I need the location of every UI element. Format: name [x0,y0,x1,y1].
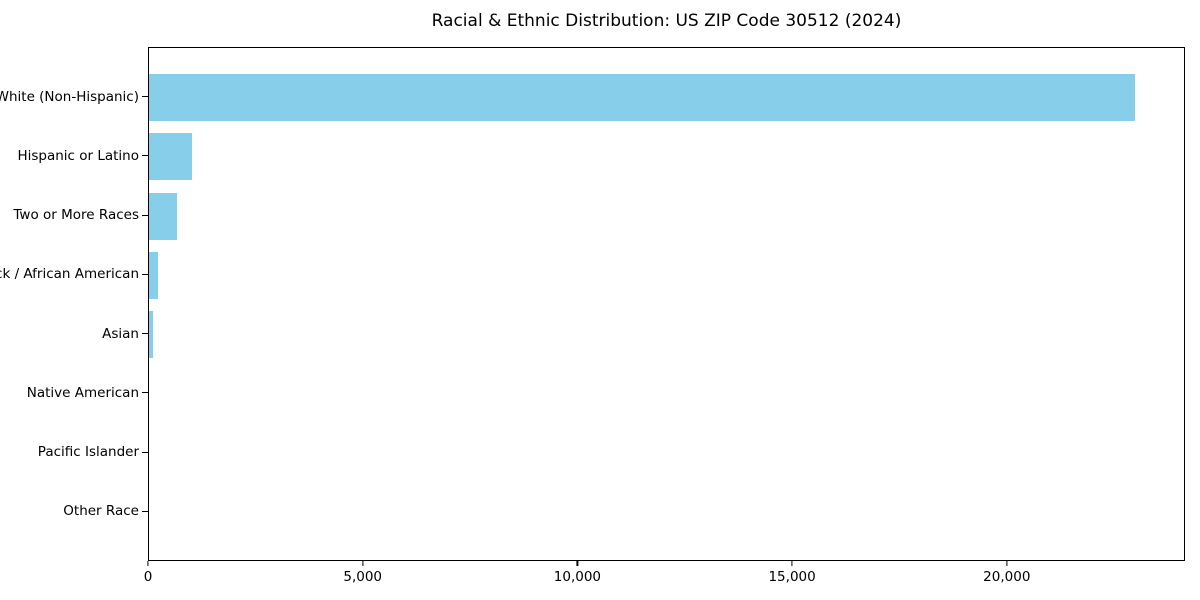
y-axis-label: Black / African American [0,266,139,283]
y-axis-label: Other Race [63,503,139,520]
x-tick-mark [576,561,578,566]
y-tick-mark [142,451,148,453]
y-axis-label: Asian [102,325,139,342]
bar-row-native-american [149,364,1184,423]
y-label-row-native-american: Native American [0,363,148,422]
y-label-row-black-african-american: Black / African American [0,245,148,304]
y-label-row-hispanic-or-latino: Hispanic or Latino [0,126,148,185]
x-tick-label: 0 [143,569,153,585]
bar-row-other-race [149,483,1184,542]
y-axis-label: Pacific Islander [37,444,139,461]
y-axis-label: Native American [26,384,139,401]
bar-row-black-african-american [149,246,1184,305]
plot-area [148,47,1185,561]
x-tick-label: 15,000 [768,569,816,585]
y-label-row-two-or-more-races: Two or More Races [0,186,148,245]
bar-black-african-american [149,251,158,299]
x-tick-mark [1006,561,1008,566]
x-tick-label: 20,000 [983,569,1031,585]
y-axis-label: White (Non-Hispanic) [0,88,139,105]
x-axis: 0 5,000 10,000 15,000 20,000 [144,561,1185,597]
y-label-row-asian: Asian [0,304,148,363]
bar-row-hispanic-or-latino [149,127,1184,186]
y-label-row-pacific-islander: Pacific Islander [0,423,148,482]
y-axis-label: Hispanic or Latino [17,147,139,164]
bar-row-two-or-more-races [149,187,1184,246]
y-tick-mark [142,333,148,335]
y-label-row-other-race: Other Race [0,482,148,541]
bar-series [149,48,1184,560]
bar-row-white-non-hispanic [149,68,1184,127]
y-tick-mark [142,96,148,98]
y-tick-mark [142,392,148,394]
y-label-row-white-non-hispanic: White (Non-Hispanic) [0,67,148,126]
bar-asian [149,311,154,359]
bar-white-non-hispanic [149,74,1135,122]
x-tick-mark [791,561,793,566]
y-tick-mark [142,155,148,157]
y-tick-mark [142,214,148,216]
bar-row-pacific-islander [149,424,1184,483]
chart-title: Racial & Ethnic Distribution: US ZIP Cod… [431,11,902,31]
bar-hispanic-or-latino [149,133,192,181]
x-tick-label: 5,000 [343,569,383,585]
x-tick-label: 10,000 [553,569,602,585]
x-tick-mark [362,561,364,566]
y-axis: White (Non-Hispanic) Hispanic or Latino Tw… [0,47,148,561]
bar-two-or-more-races [149,192,178,240]
bar-row-asian [149,305,1184,364]
y-axis-label: Two or More Races [13,207,139,224]
x-tick-mark [147,561,149,566]
y-tick-mark [142,510,148,512]
y-tick-mark [142,273,148,275]
